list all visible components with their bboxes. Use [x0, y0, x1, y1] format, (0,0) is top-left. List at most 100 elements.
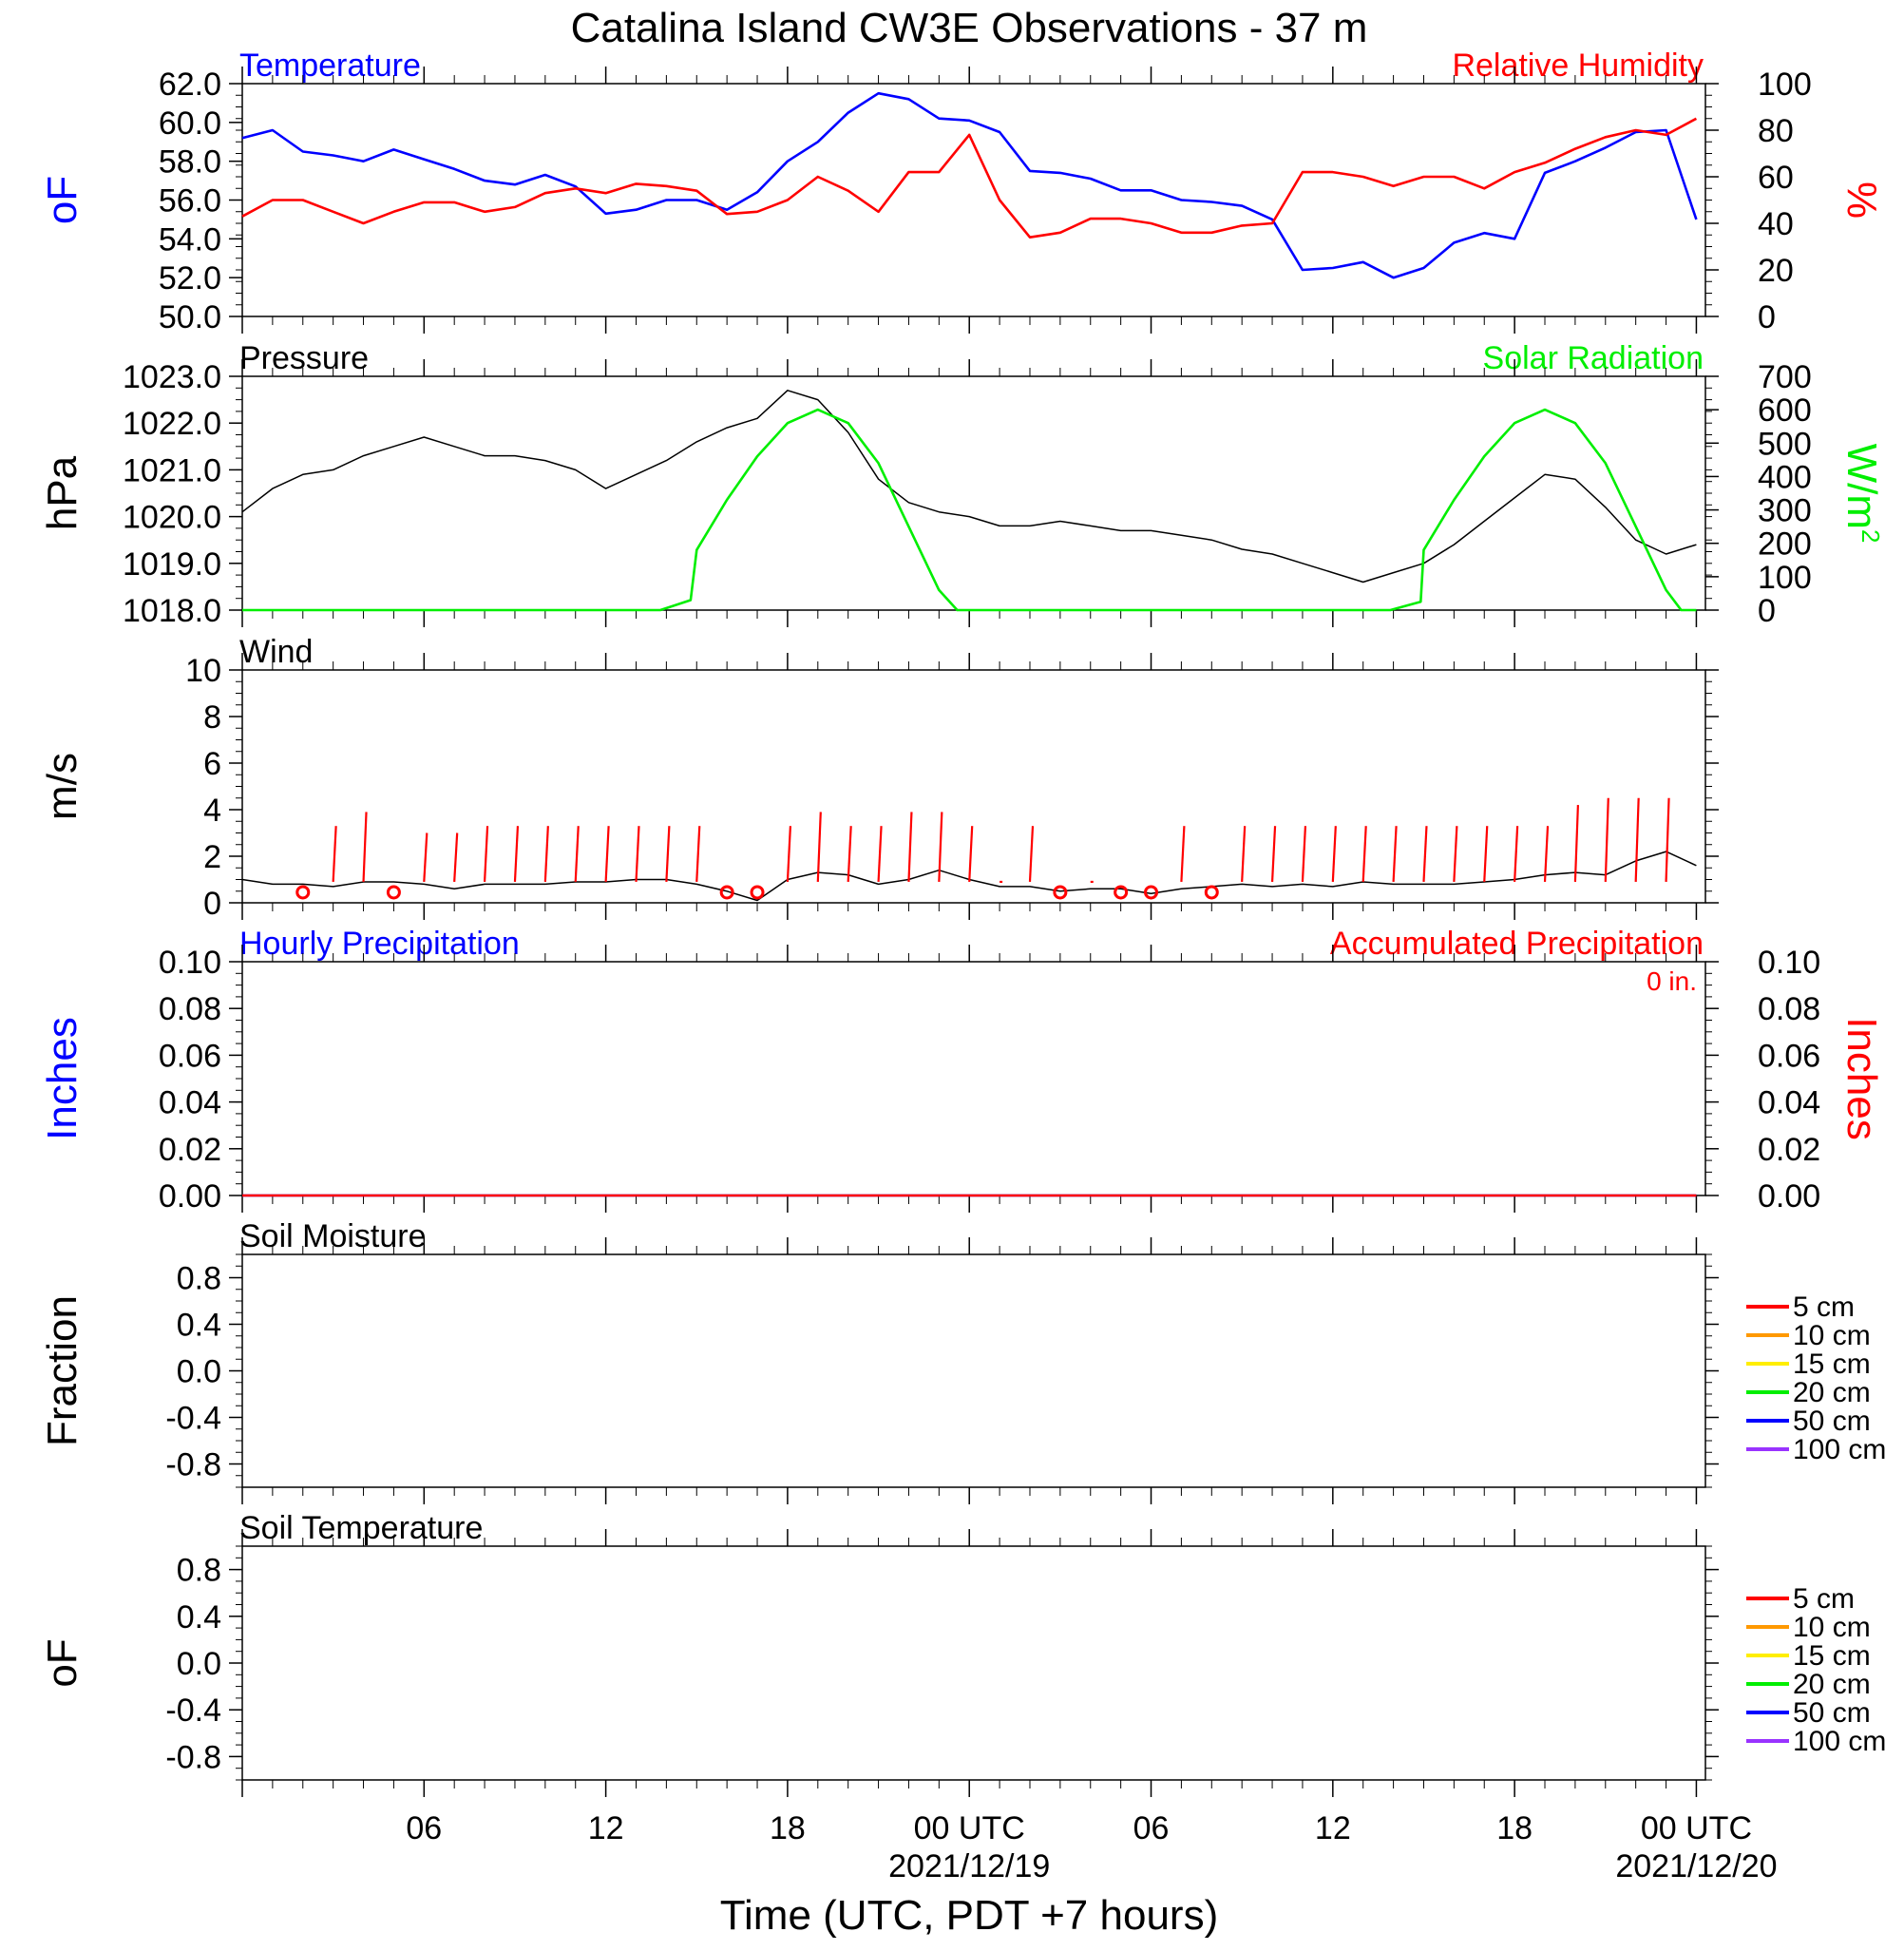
legend-label: 10 cm [1793, 1612, 1871, 1643]
series-relative-humidity [241, 117, 1698, 239]
legend-label: 50 cm [1793, 1697, 1871, 1729]
x-tick-label: 06 [1133, 1810, 1170, 1846]
precip-total-annotation: 0 in. [1647, 966, 1697, 996]
y-tick-label-right: 0.10 [1758, 945, 1820, 981]
y-tick-label-right: 0.08 [1758, 991, 1820, 1027]
series-temperature [241, 91, 1698, 279]
y-tick-label: 0.10 [159, 945, 221, 981]
y-tick-label: 0.4 [177, 1599, 221, 1635]
y-tick-label-right: 0.06 [1758, 1038, 1820, 1074]
y-axis-label: hPa [39, 455, 86, 530]
legend-label: 5 cm [1793, 1291, 1855, 1323]
wind-barb [1180, 826, 1186, 883]
y-axis-label-superscript: 2 [1856, 529, 1885, 543]
wind-barb [1483, 826, 1489, 883]
wind-barb [1331, 826, 1337, 883]
y-tick-label: -0.8 [165, 1739, 221, 1775]
y-tick-label-right: 0.04 [1758, 1085, 1820, 1121]
y-axis-label: oF [39, 176, 86, 224]
plot-frame [241, 375, 1706, 611]
date-label: 2021/12/19 [888, 1848, 1050, 1884]
panels-group: Temperature Relative Humidity 50.052.054.0… [39, 48, 1886, 1797]
y-tick-label: 0.02 [159, 1132, 221, 1168]
y-tick-label: 0.0 [177, 1354, 221, 1390]
wind-barb [1361, 826, 1367, 883]
wind-barb [665, 826, 671, 883]
wind-barb [1422, 826, 1428, 883]
y-tick-label-right: 400 [1758, 459, 1812, 495]
wind-barb [816, 812, 822, 882]
legend-label: 5 cm [1793, 1583, 1855, 1615]
y-axis-label-right: W/m2 [1838, 444, 1885, 544]
y-tick-label-right: 0 [1758, 593, 1776, 629]
panel-title-right: Solar Radiation [1483, 340, 1704, 376]
legend-label: 10 cm [1793, 1320, 1871, 1351]
x-tick-label: 18 [1496, 1810, 1533, 1846]
y-tick-label: 0.08 [159, 991, 221, 1027]
panel-2: Pressure Solar Radiation 1018.0 1019.0 1020.… [39, 340, 1885, 629]
wind-barb [695, 826, 701, 883]
wind-barb [543, 826, 549, 883]
x-tick-label: 00 UTC [914, 1810, 1025, 1846]
y-tick-label: 4 [203, 793, 221, 829]
y-tick-label-right: 100 [1758, 67, 1812, 103]
wind-barb [1028, 826, 1035, 883]
date-label: 2021/12/20 [1615, 1848, 1777, 1884]
y-tick-label: 1021.0 [123, 452, 221, 488]
wind-barb [968, 826, 974, 883]
wind-barb [574, 826, 580, 883]
panel-title-left: Pressure [239, 340, 369, 376]
x-tick-label: 18 [770, 1810, 806, 1846]
y-tick-label: 1023.0 [123, 359, 221, 395]
y-tick-label-right: 20 [1758, 253, 1794, 289]
y-tick-label-right: 0.00 [1758, 1178, 1820, 1215]
x-axis-label: Time (UTC, PDT +7 hours) [720, 1892, 1218, 1939]
y-tick-label: -0.8 [165, 1447, 221, 1483]
wind-calm-marker [750, 885, 765, 900]
legend-label: 100 cm [1793, 1726, 1886, 1757]
y-tick-label: -0.4 [165, 1401, 221, 1437]
y-tick-label-right: 80 [1758, 113, 1794, 149]
wind-calm-marker [719, 885, 734, 900]
wind-barb [513, 826, 520, 883]
panel-3: Wind 0 2 4 6 8 10 m/s [39, 634, 1719, 922]
y-tick-label: 0.4 [177, 1308, 221, 1344]
y-tick-label: 0.8 [177, 1261, 221, 1297]
y-tick-label-right: 600 [1758, 392, 1812, 429]
wind-calm-marker [386, 885, 401, 900]
wind-barb [604, 826, 610, 883]
wind-barb [907, 812, 913, 882]
wind-barb [423, 832, 428, 883]
y-tick-label: 52.0 [159, 260, 221, 296]
y-tick-label: -0.4 [165, 1693, 221, 1729]
y-tick-label: 0.04 [159, 1085, 221, 1121]
legend-label: 15 cm [1793, 1348, 1871, 1380]
wind-barb [1573, 805, 1579, 882]
y-tick-label: 8 [203, 699, 221, 736]
y-tick-label-right: 0 [1758, 299, 1776, 335]
wind-barb [1634, 797, 1640, 882]
legend-label: 50 cm [1793, 1406, 1871, 1437]
y-tick-label: 10 [185, 653, 221, 689]
y-axis-label-right: % [1838, 182, 1885, 219]
plot-frame [241, 961, 1706, 1196]
x-tick-label: 12 [1315, 1810, 1351, 1846]
wind-barb [1392, 826, 1398, 883]
series-pressure [241, 390, 1697, 583]
plot-frame [241, 1253, 1706, 1488]
y-tick-label: 58.0 [159, 144, 221, 181]
wind-barb [483, 826, 489, 883]
y-tick-label-right: 700 [1758, 359, 1812, 395]
y-tick-label-right: 300 [1758, 493, 1812, 529]
y-tick-label: 0.00 [159, 1178, 221, 1215]
wind-barb [1301, 826, 1307, 883]
y-tick-label-right: 100 [1758, 560, 1812, 596]
y-tick-label: 0.8 [177, 1553, 221, 1589]
panel-1: Temperature Relative Humidity 50.052.054.0… [39, 48, 1885, 335]
wind-barb [1514, 826, 1519, 883]
x-tick-label: 00 UTC [1641, 1810, 1752, 1846]
wind-barb [1241, 826, 1247, 883]
wind-barb [362, 812, 368, 882]
y-tick-label: 1018.0 [123, 593, 221, 629]
y-tick-label-right: 0.02 [1758, 1132, 1820, 1168]
